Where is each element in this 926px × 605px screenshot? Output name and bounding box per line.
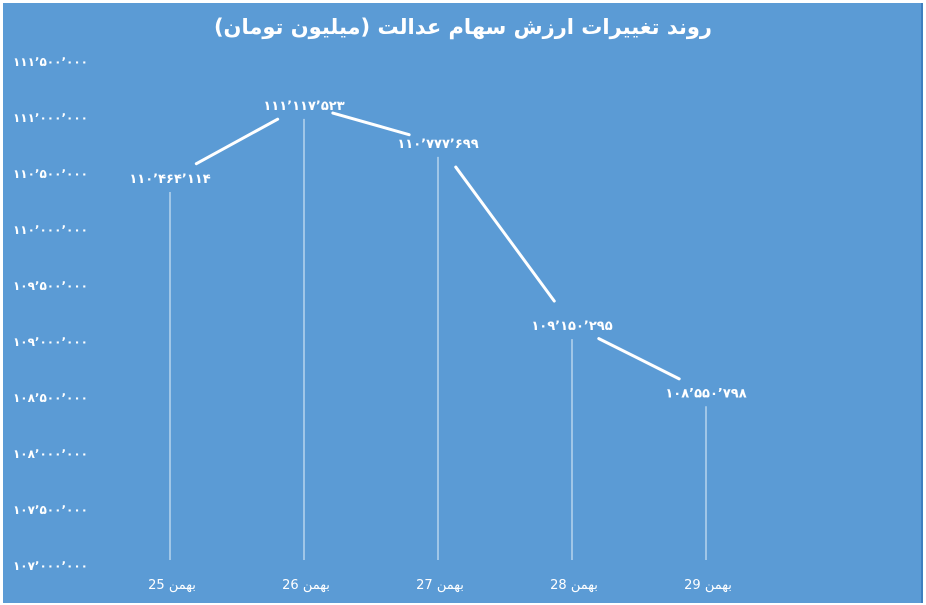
x-tick-label: 26 بهمن <box>282 578 330 593</box>
y-tick-label: ۱۱۱٬۵۰۰٬۰۰۰ <box>13 55 88 69</box>
y-tick-label: ۱۰۷٬۵۰۰٬۰۰۰ <box>13 503 88 517</box>
data-label: ۱۱۱٬۱۱۷٬۵۲۳ <box>263 99 344 114</box>
series-segment <box>331 111 411 137</box>
x-axis: 25 بهمن 26 بهمن 27 بهمن 28 بهمن 29 بهمن <box>148 578 732 593</box>
x-tick-label: 28 بهمن <box>550 578 598 593</box>
y-axis: ۱۰۷٬۰۰۰٬۰۰۰ ۱۰۷٬۵۰۰٬۰۰۰ ۱۰۸٬۰۰۰٬۰۰۰ ۱۰۸٬۵۰۰… <box>13 55 88 573</box>
y-tick-label: ۱۰۷٬۰۰۰٬۰۰۰ <box>13 559 88 573</box>
series-segment <box>597 337 681 381</box>
series-line <box>194 111 681 381</box>
data-label: ۱۱۰٬۴۶۴٬۱۱۴ <box>129 172 210 187</box>
chart-background <box>3 3 923 603</box>
data-label: ۱۱۰٬۷۷۷٬۶۹۹ <box>397 137 478 152</box>
y-tick-label: ۱۰۹٬۰۰۰٬۰۰۰ <box>13 335 88 349</box>
y-tick-label: ۱۰۸٬۵۰۰٬۰۰۰ <box>13 391 88 405</box>
x-tick-label: 29 بهمن <box>684 578 732 593</box>
x-tick-label: 27 بهمن <box>416 578 464 593</box>
y-tick-label: ۱۱۰٬۵۰۰٬۰۰۰ <box>13 167 88 181</box>
series-segment <box>454 165 556 303</box>
x-tick-label: 25 بهمن <box>148 578 196 593</box>
data-labels: ۱۱۰٬۴۶۴٬۱۱۴ ۱۱۱٬۱۱۷٬۵۲۳ ۱۱۰٬۷۷۷٬۶۹۹ ۱۰۹٬۱۵۰… <box>129 99 746 401</box>
chart-title: روند تغییرات ارزش سهام عدالت (میلیون توم… <box>214 15 712 39</box>
data-label: ۱۰۸٬۵۵۰٬۷۹۸ <box>665 386 746 401</box>
series-segment <box>194 117 280 166</box>
y-tick-label: ۱۱۱٬۰۰۰٬۰۰۰ <box>13 111 88 125</box>
data-label: ۱۰۹٬۱۵۰٬۲۹۵ <box>531 319 612 334</box>
drop-lines <box>169 118 707 560</box>
y-tick-label: ۱۰۹٬۵۰۰٬۰۰۰ <box>13 279 88 293</box>
y-tick-label: ۱۰۸٬۰۰۰٬۰۰۰ <box>13 447 88 461</box>
y-tick-label: ۱۱۰٬۰۰۰٬۰۰۰ <box>13 223 88 237</box>
